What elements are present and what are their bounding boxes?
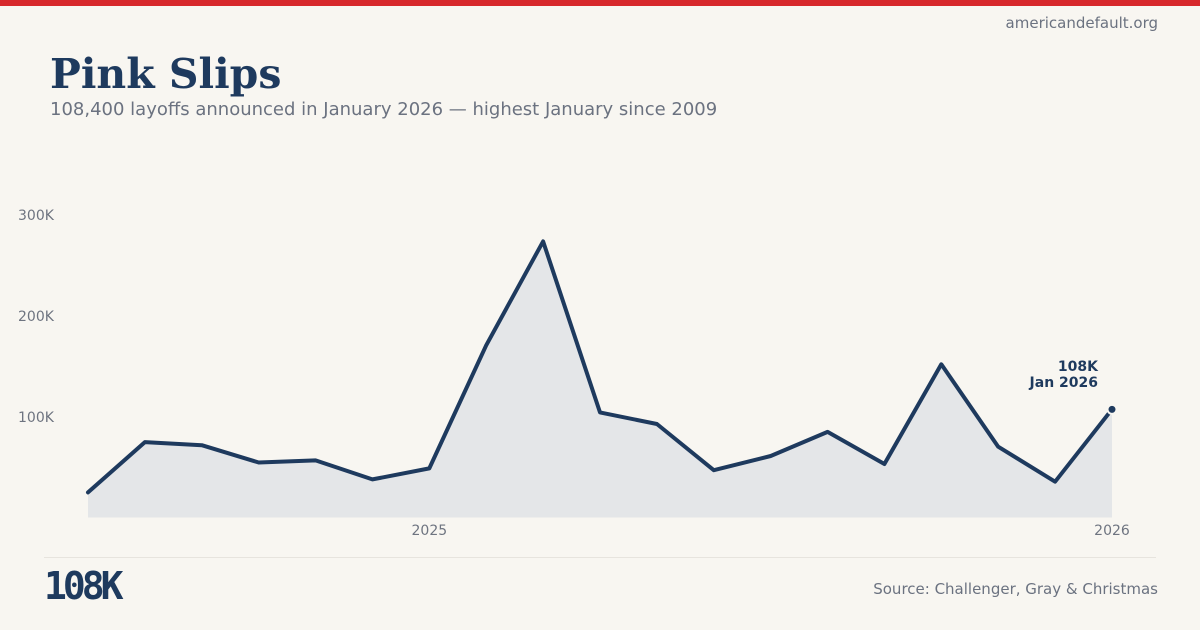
annotation-date: Jan 2026 — [1029, 375, 1098, 392]
headline-value: 108K — [44, 564, 123, 608]
top-accent-bar — [0, 0, 1200, 6]
x-tick-label: 2026 — [1094, 523, 1130, 539]
trend-line — [86, 239, 1114, 495]
annotation-value: 108K — [1057, 359, 1098, 376]
y-tick-label: 200K — [18, 309, 54, 326]
y-tick-label: 100K — [18, 409, 54, 426]
x-tick-label: 2025 — [411, 523, 448, 539]
y-tick-label: 300K — [18, 208, 54, 225]
footer-divider — [44, 557, 1156, 558]
site-name: americandefault.org — [1005, 14, 1158, 32]
page-title: Pink Slips — [50, 50, 282, 98]
latest-point-dot — [1106, 403, 1118, 415]
area-fill — [88, 241, 1112, 518]
source-credit: Source: Challenger, Gray & Christmas — [873, 580, 1158, 598]
latest-point-annotation: 108K Jan 2026 — [1030, 359, 1098, 391]
page-subtitle: 108,400 layoffs announced in January 202… — [50, 99, 718, 120]
